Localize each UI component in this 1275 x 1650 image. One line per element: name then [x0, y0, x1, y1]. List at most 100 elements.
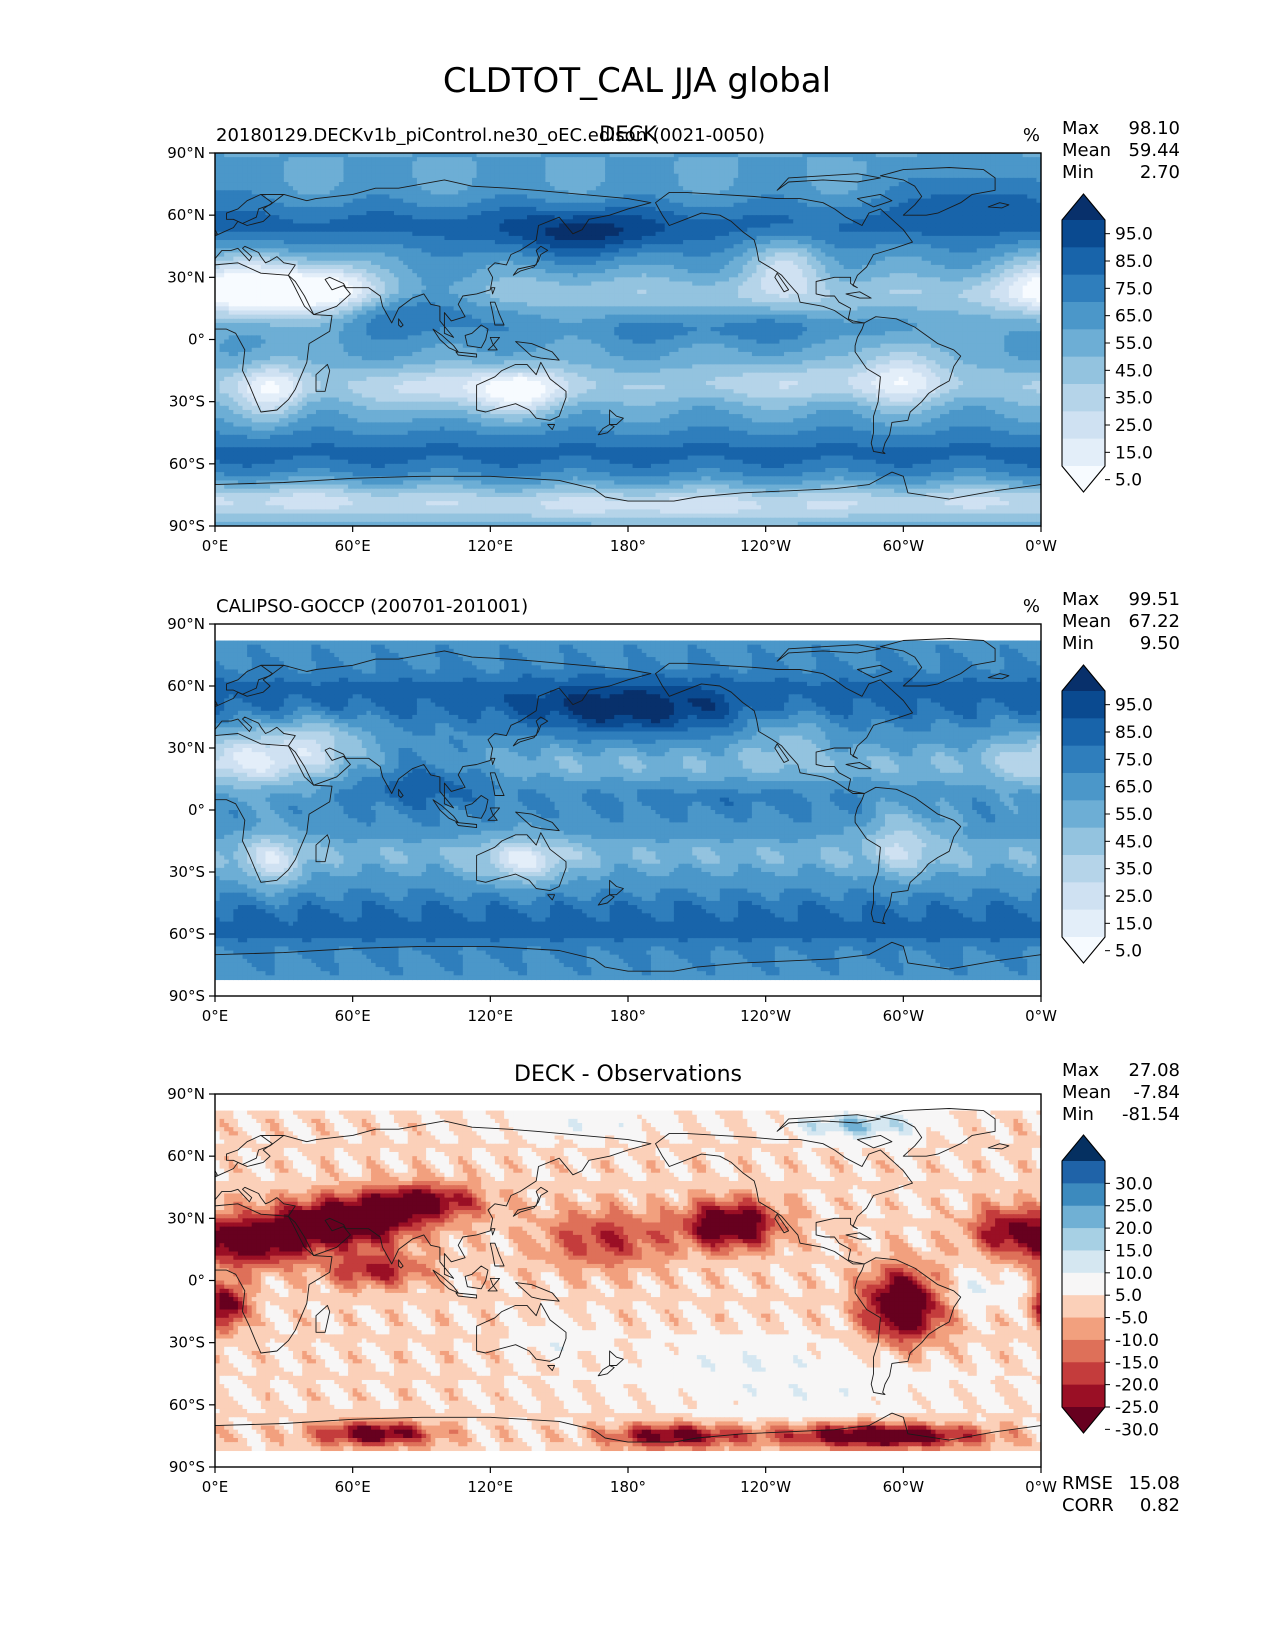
field-cell	[1013, 173, 1019, 179]
field-cell	[1008, 244, 1015, 249]
field-cell	[962, 153, 969, 158]
field-cell	[449, 223, 455, 229]
field-cell	[852, 231, 859, 237]
field-cell	[962, 157, 969, 162]
field-cell	[765, 165, 771, 171]
field-cell	[673, 223, 680, 229]
field-cell	[563, 215, 569, 220]
field-cell	[889, 211, 895, 216]
field-cell	[540, 235, 546, 241]
field-cell	[921, 182, 927, 187]
field-cell	[825, 223, 831, 229]
field-cell	[806, 211, 813, 216]
field-cell	[476, 215, 482, 220]
field-cell	[1022, 231, 1028, 237]
field-cell	[439, 264, 446, 270]
field-cell	[380, 182, 386, 187]
field-cell	[600, 231, 606, 237]
field-cell	[949, 169, 955, 175]
field-cell	[467, 165, 473, 171]
field-cell	[306, 256, 312, 262]
field-cell	[871, 206, 877, 212]
field-cell	[678, 211, 684, 216]
field-cell	[605, 219, 611, 225]
field-cell	[247, 206, 253, 212]
field-cell	[421, 211, 427, 216]
field-cell	[637, 182, 643, 187]
field-cell	[366, 169, 372, 175]
field-cell	[976, 215, 982, 220]
field-cell	[683, 227, 689, 233]
field-cell	[660, 173, 666, 179]
field-cell	[224, 206, 230, 212]
field-cell	[687, 219, 693, 225]
field-cell	[508, 256, 514, 262]
field-cell	[669, 240, 675, 245]
field-cell	[256, 227, 262, 233]
field-cell	[522, 256, 528, 262]
field-cell	[540, 182, 546, 187]
field-cell	[926, 194, 932, 200]
field-cell	[471, 182, 478, 187]
field-cell	[430, 219, 436, 225]
field-cell	[357, 256, 363, 262]
field-cell	[903, 186, 909, 191]
field-cell	[935, 173, 941, 179]
field-cell	[761, 173, 767, 179]
field-cell	[857, 256, 863, 262]
field-cell	[586, 235, 592, 241]
field-cell	[467, 190, 473, 196]
field-cell	[361, 153, 368, 158]
field-cell	[485, 260, 491, 266]
field-cell	[549, 190, 556, 196]
field-cell	[416, 206, 423, 212]
field-cell	[609, 219, 615, 225]
field-cell	[595, 240, 602, 245]
field-cell	[306, 211, 312, 216]
field-cell	[935, 227, 941, 233]
field-cell	[728, 173, 735, 179]
field-cell	[816, 235, 822, 241]
field-cell	[921, 223, 927, 229]
field-cell	[366, 186, 372, 191]
field-cell	[348, 256, 354, 262]
field-cell	[614, 198, 620, 204]
field-cell	[995, 165, 1001, 171]
field-cell	[403, 198, 409, 204]
field-cell	[293, 235, 299, 241]
field-cell	[577, 264, 583, 270]
field-cell	[237, 177, 244, 183]
field-cell	[315, 231, 322, 237]
field-cell	[825, 161, 831, 167]
field-cell	[513, 256, 519, 262]
field-cell	[508, 153, 514, 158]
field-cell	[614, 227, 620, 233]
field-cell	[944, 211, 950, 216]
field-cell	[549, 227, 556, 233]
field-cell	[857, 182, 863, 187]
field-cell	[1036, 173, 1041, 179]
field-cell	[852, 252, 859, 258]
field-cell	[949, 211, 955, 216]
field-cell	[403, 240, 409, 245]
field-cell	[1031, 235, 1038, 241]
field-cell	[926, 223, 932, 229]
field-cell	[852, 227, 859, 233]
field-cell	[857, 169, 863, 175]
field-cell	[958, 227, 964, 233]
field-cell	[242, 157, 248, 162]
field-cell	[1027, 153, 1033, 158]
field-cell	[967, 215, 973, 220]
field-cell	[976, 206, 982, 212]
field-cell	[990, 231, 996, 237]
field-cell	[875, 211, 881, 216]
field-cell	[265, 153, 271, 158]
field-cell	[825, 173, 831, 179]
field-cell	[751, 219, 758, 225]
field-cell	[784, 227, 790, 233]
field-cell	[343, 231, 349, 237]
field-cell	[293, 194, 299, 200]
field-cell	[894, 157, 900, 162]
field-cell	[894, 169, 900, 175]
field-cell	[357, 240, 363, 245]
